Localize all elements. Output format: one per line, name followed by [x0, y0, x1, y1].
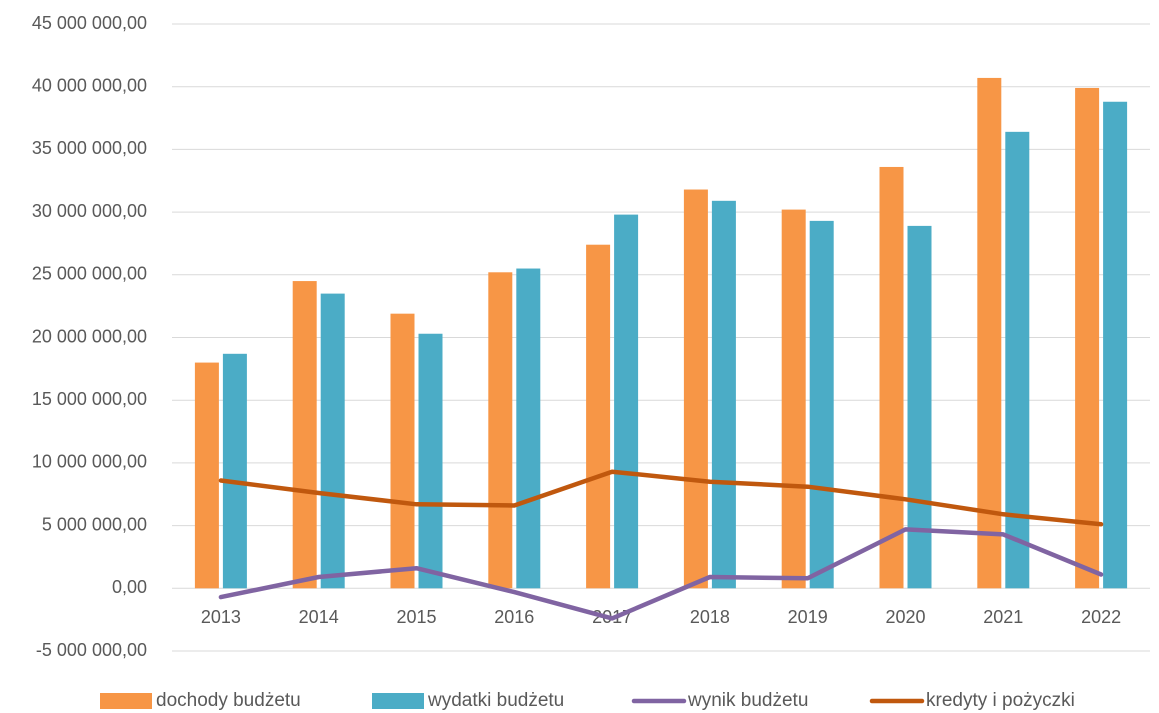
bar [1075, 87, 1100, 589]
x-tick-label: 2019 [788, 607, 828, 627]
bar [194, 362, 219, 589]
bar [781, 209, 806, 589]
legend-label: wydatki budżetu [427, 690, 564, 711]
x-tick-label: 2022 [1081, 607, 1121, 627]
line-series [218, 469, 1104, 527]
bar [516, 268, 541, 589]
bar [390, 313, 415, 589]
y-tick-label: -5 000 000,00 [36, 640, 147, 660]
bar [711, 200, 736, 589]
y-tick-label: 10 000 000,00 [32, 452, 147, 472]
bar [809, 220, 834, 589]
y-tick-label: 15 000 000,00 [32, 389, 147, 409]
line-series [218, 527, 1104, 621]
bar [907, 225, 932, 589]
y-tick-label: 25 000 000,00 [32, 264, 147, 284]
legend-label: wynik budżetu [687, 690, 808, 711]
bar [320, 293, 345, 589]
y-tick-label: 35 000 000,00 [32, 138, 147, 158]
x-tick-label: 2021 [983, 607, 1023, 627]
legend-label: kredyty i pożyczki [926, 690, 1075, 711]
y-tick-label: 30 000 000,00 [32, 201, 147, 221]
bar [1005, 131, 1030, 589]
bar [488, 272, 513, 589]
bar [418, 333, 443, 589]
x-tick-label: 2018 [690, 607, 730, 627]
x-tick-label: 2020 [885, 607, 925, 627]
y-tick-label: 0,00 [112, 577, 147, 597]
grid [172, 23, 1150, 652]
bar [292, 281, 317, 589]
x-tick-label: 2013 [201, 607, 241, 627]
x-tick-label: 2015 [396, 607, 436, 627]
y-tick-label: 5 000 000,00 [42, 514, 147, 534]
x-tick-label: 2014 [299, 607, 339, 627]
bar [879, 166, 904, 589]
bar [1103, 101, 1128, 589]
y-tick-label: 20 000 000,00 [32, 326, 147, 346]
bar [977, 77, 1002, 589]
bar [586, 244, 611, 589]
bar [683, 189, 708, 589]
x-tick-label: 2016 [494, 607, 534, 627]
legend-label: dochody budżetu [156, 690, 301, 711]
bar [222, 353, 247, 589]
legend-swatch [372, 693, 424, 709]
y-tick-label: 45 000 000,00 [32, 13, 147, 33]
y-tick-label: 40 000 000,00 [32, 75, 147, 95]
legend-swatch [100, 693, 152, 709]
bar [614, 214, 639, 589]
